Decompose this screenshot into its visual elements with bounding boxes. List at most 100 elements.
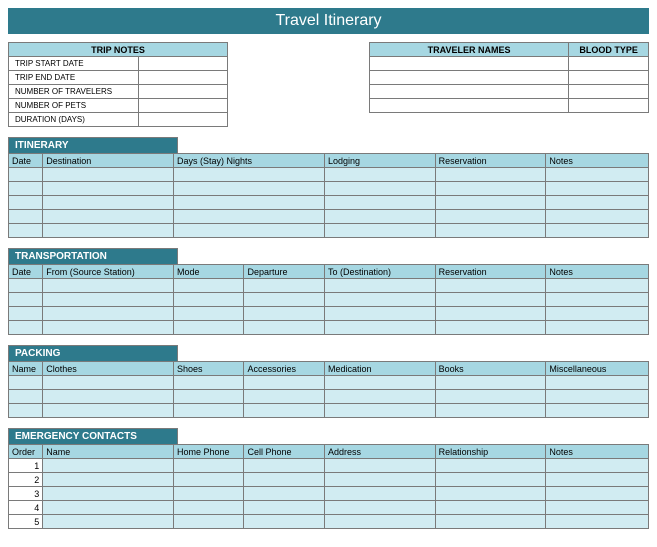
itinerary-cell[interactable] xyxy=(9,224,43,238)
transportation-cell[interactable] xyxy=(43,293,174,307)
traveler-name-cell[interactable] xyxy=(370,85,569,99)
transportation-cell[interactable] xyxy=(43,321,174,335)
transportation-cell[interactable] xyxy=(174,293,244,307)
itinerary-cell[interactable] xyxy=(435,182,546,196)
transportation-cell[interactable] xyxy=(244,307,325,321)
transportation-cell[interactable] xyxy=(435,293,546,307)
itinerary-cell[interactable] xyxy=(174,168,325,182)
emergency-cell[interactable] xyxy=(546,501,649,515)
transportation-cell[interactable] xyxy=(324,321,435,335)
itinerary-cell[interactable] xyxy=(324,196,435,210)
packing-cell[interactable] xyxy=(174,376,244,390)
blood-type-cell[interactable] xyxy=(569,99,649,113)
packing-cell[interactable] xyxy=(324,404,435,418)
packing-cell[interactable] xyxy=(43,376,174,390)
packing-cell[interactable] xyxy=(9,390,43,404)
blood-type-cell[interactable] xyxy=(569,85,649,99)
packing-cell[interactable] xyxy=(9,404,43,418)
transportation-cell[interactable] xyxy=(174,321,244,335)
itinerary-cell[interactable] xyxy=(435,224,546,238)
transportation-cell[interactable] xyxy=(244,293,325,307)
itinerary-cell[interactable] xyxy=(324,210,435,224)
packing-cell[interactable] xyxy=(244,404,325,418)
packing-cell[interactable] xyxy=(435,404,546,418)
packing-cell[interactable] xyxy=(174,404,244,418)
emergency-cell[interactable] xyxy=(546,459,649,473)
packing-cell[interactable] xyxy=(244,390,325,404)
itinerary-cell[interactable] xyxy=(435,196,546,210)
itinerary-cell[interactable] xyxy=(546,224,649,238)
transportation-cell[interactable] xyxy=(244,321,325,335)
packing-cell[interactable] xyxy=(174,390,244,404)
traveler-name-cell[interactable] xyxy=(370,57,569,71)
emergency-cell[interactable] xyxy=(435,487,546,501)
blood-type-cell[interactable] xyxy=(569,71,649,85)
transportation-cell[interactable] xyxy=(9,279,43,293)
itinerary-cell[interactable] xyxy=(9,210,43,224)
emergency-cell[interactable] xyxy=(324,515,435,529)
packing-cell[interactable] xyxy=(435,376,546,390)
itinerary-cell[interactable] xyxy=(174,210,325,224)
itinerary-cell[interactable] xyxy=(43,182,174,196)
packing-cell[interactable] xyxy=(546,404,649,418)
emergency-cell[interactable] xyxy=(43,501,174,515)
emergency-cell[interactable] xyxy=(174,487,244,501)
transportation-cell[interactable] xyxy=(9,293,43,307)
itinerary-cell[interactable] xyxy=(9,182,43,196)
emergency-cell[interactable] xyxy=(174,459,244,473)
transportation-cell[interactable] xyxy=(546,293,649,307)
transportation-cell[interactable] xyxy=(174,279,244,293)
emergency-cell[interactable] xyxy=(546,515,649,529)
transportation-cell[interactable] xyxy=(324,293,435,307)
itinerary-cell[interactable] xyxy=(435,168,546,182)
emergency-cell[interactable] xyxy=(244,487,325,501)
emergency-cell[interactable] xyxy=(435,473,546,487)
itinerary-cell[interactable] xyxy=(546,196,649,210)
transportation-cell[interactable] xyxy=(324,279,435,293)
emergency-cell[interactable] xyxy=(244,459,325,473)
trip-note-value[interactable] xyxy=(139,71,228,85)
trip-note-value[interactable] xyxy=(139,57,228,71)
emergency-cell[interactable] xyxy=(244,501,325,515)
emergency-cell[interactable] xyxy=(435,459,546,473)
emergency-cell[interactable] xyxy=(546,487,649,501)
trip-note-value[interactable] xyxy=(139,85,228,99)
transportation-cell[interactable] xyxy=(546,307,649,321)
itinerary-cell[interactable] xyxy=(9,196,43,210)
itinerary-cell[interactable] xyxy=(43,210,174,224)
transportation-cell[interactable] xyxy=(43,307,174,321)
itinerary-cell[interactable] xyxy=(43,196,174,210)
packing-cell[interactable] xyxy=(43,404,174,418)
itinerary-cell[interactable] xyxy=(546,182,649,196)
transportation-cell[interactable] xyxy=(435,279,546,293)
itinerary-cell[interactable] xyxy=(174,196,325,210)
packing-cell[interactable] xyxy=(43,390,174,404)
itinerary-cell[interactable] xyxy=(324,168,435,182)
transportation-cell[interactable] xyxy=(435,307,546,321)
transportation-cell[interactable] xyxy=(9,321,43,335)
packing-cell[interactable] xyxy=(435,390,546,404)
itinerary-cell[interactable] xyxy=(43,168,174,182)
transportation-cell[interactable] xyxy=(546,321,649,335)
itinerary-cell[interactable] xyxy=(324,182,435,196)
emergency-cell[interactable] xyxy=(324,487,435,501)
traveler-name-cell[interactable] xyxy=(370,71,569,85)
emergency-cell[interactable] xyxy=(174,501,244,515)
emergency-cell[interactable] xyxy=(244,473,325,487)
transportation-cell[interactable] xyxy=(435,321,546,335)
packing-cell[interactable] xyxy=(546,376,649,390)
emergency-cell[interactable] xyxy=(324,501,435,515)
itinerary-cell[interactable] xyxy=(546,168,649,182)
packing-cell[interactable] xyxy=(9,376,43,390)
itinerary-cell[interactable] xyxy=(174,224,325,238)
itinerary-cell[interactable] xyxy=(9,168,43,182)
itinerary-cell[interactable] xyxy=(546,210,649,224)
emergency-cell[interactable] xyxy=(324,459,435,473)
emergency-cell[interactable] xyxy=(244,515,325,529)
emergency-cell[interactable] xyxy=(546,473,649,487)
packing-cell[interactable] xyxy=(324,376,435,390)
emergency-cell[interactable] xyxy=(43,459,174,473)
trip-note-value[interactable] xyxy=(139,99,228,113)
transportation-cell[interactable] xyxy=(324,307,435,321)
emergency-cell[interactable] xyxy=(174,515,244,529)
